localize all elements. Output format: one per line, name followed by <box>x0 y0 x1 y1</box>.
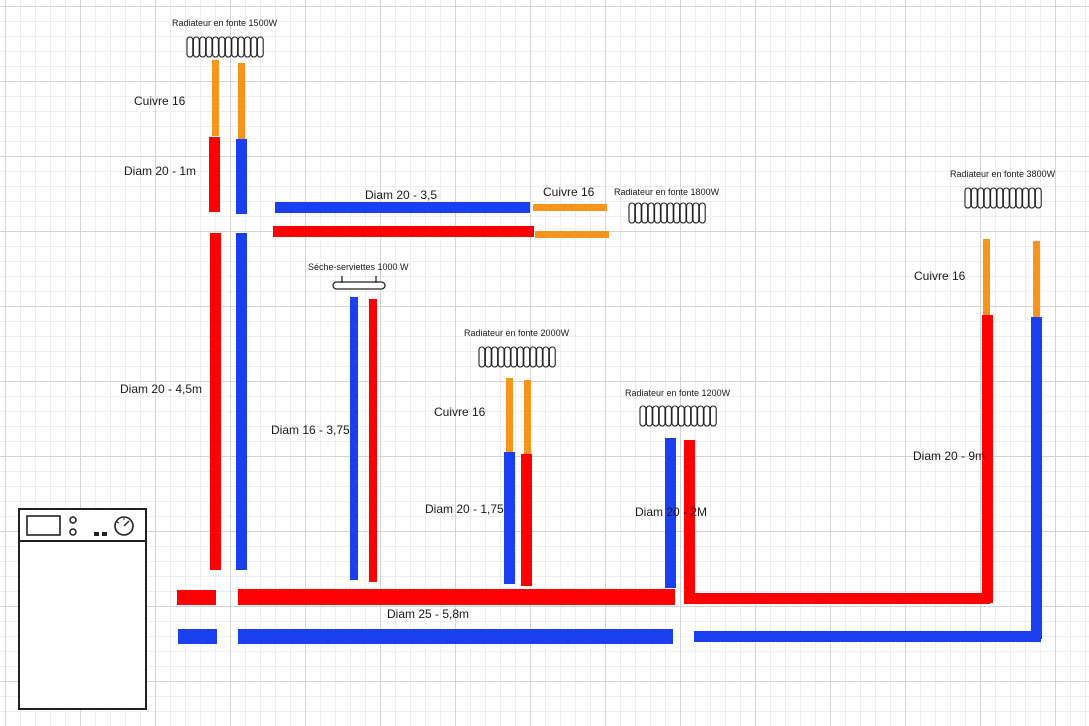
hot-pipe-2000 <box>521 454 532 586</box>
copper-pipe-1500-supply <box>212 60 219 136</box>
copper-pipe-1500-return <box>238 63 245 139</box>
label-diam20-9m: Diam 20 - 9m <box>913 449 986 463</box>
hot-pipe-boiler-stub <box>177 590 216 605</box>
radiator-1500-icon <box>186 36 264 58</box>
cold-pipe-towel <box>350 297 358 580</box>
radiator-1200-icon <box>639 405 717 427</box>
label-radiator-3800: Radiateur en fonte 3800W <box>950 169 1056 179</box>
hot-pipe-main-collector <box>238 589 675 605</box>
label-diam20-1m: Diam 20 - 1m <box>124 164 197 178</box>
label-diam20-3-5: Diam 20 - 3,5 <box>365 188 438 202</box>
radiator-3800-icon <box>964 187 1042 209</box>
label-radiator-2000: Radiateur en fonte 2000W <box>464 328 570 338</box>
radiator-2000-icon <box>478 346 556 368</box>
radiator-1800-icon <box>628 202 706 224</box>
label-diam20-1-75: Diam 20 - 1,75 <box>425 502 504 516</box>
cold-pipe-east-collector <box>694 631 1041 642</box>
copper-pipe-3800-supply <box>983 239 990 316</box>
label-cuivre-1800: Cuivre 16 <box>543 185 595 199</box>
cold-pipe-main-collector <box>238 629 673 644</box>
towel-dryer-icon <box>332 276 386 290</box>
cold-pipe-2000 <box>504 452 515 584</box>
copper-pipe-3800-return <box>1033 241 1040 318</box>
label-diam16-3-75: Diam 16 - 3,75 <box>271 423 350 437</box>
label-diam20-4-5m: Diam 20 - 4,5m <box>120 382 203 396</box>
cold-pipe-1200 <box>665 438 676 588</box>
boiler-icon <box>18 508 147 710</box>
hot-pipe-1500-riser-upper <box>209 137 220 212</box>
label-radiator-1200: Radiateur en fonte 1200W <box>625 388 731 398</box>
hot-pipe-main-riser <box>210 233 221 570</box>
copper-pipe-2000-return <box>506 378 513 453</box>
label-cuivre-2000: Cuivre 16 <box>434 405 486 419</box>
copper-pipe-1800-supply <box>535 231 609 238</box>
label-towel-dryer: Séche-serviettes 1000 W <box>308 262 409 272</box>
copper-pipe-1800-return <box>533 204 607 211</box>
cold-pipe-1800-branch <box>275 202 530 213</box>
label-cuivre-1500: Cuivre 16 <box>134 94 186 108</box>
cold-pipe-boiler-stub <box>178 629 217 644</box>
hot-pipe-east-collector <box>690 593 990 604</box>
cold-pipe-main-riser <box>236 233 247 570</box>
label-radiator-1500: Radiateur en fonte 1500W <box>172 18 278 28</box>
copper-pipe-2000-supply <box>524 380 531 455</box>
label-diam20-2m: Diam 20 - 2M <box>635 505 708 519</box>
cold-pipe-3800-riser <box>1031 317 1042 639</box>
hot-pipe-1800-branch <box>273 226 534 237</box>
hot-pipe-3800-riser <box>982 315 993 603</box>
label-radiator-1800: Radiateur en fonte 1800W <box>614 187 720 197</box>
cold-pipe-1500-riser-upper <box>236 139 247 214</box>
label-diam25-5-8m: Diam 25 - 5,8m <box>387 607 470 621</box>
label-cuivre-3800: Cuivre 16 <box>914 269 966 283</box>
hot-pipe-1200 <box>684 440 695 604</box>
hot-pipe-towel <box>369 299 377 582</box>
